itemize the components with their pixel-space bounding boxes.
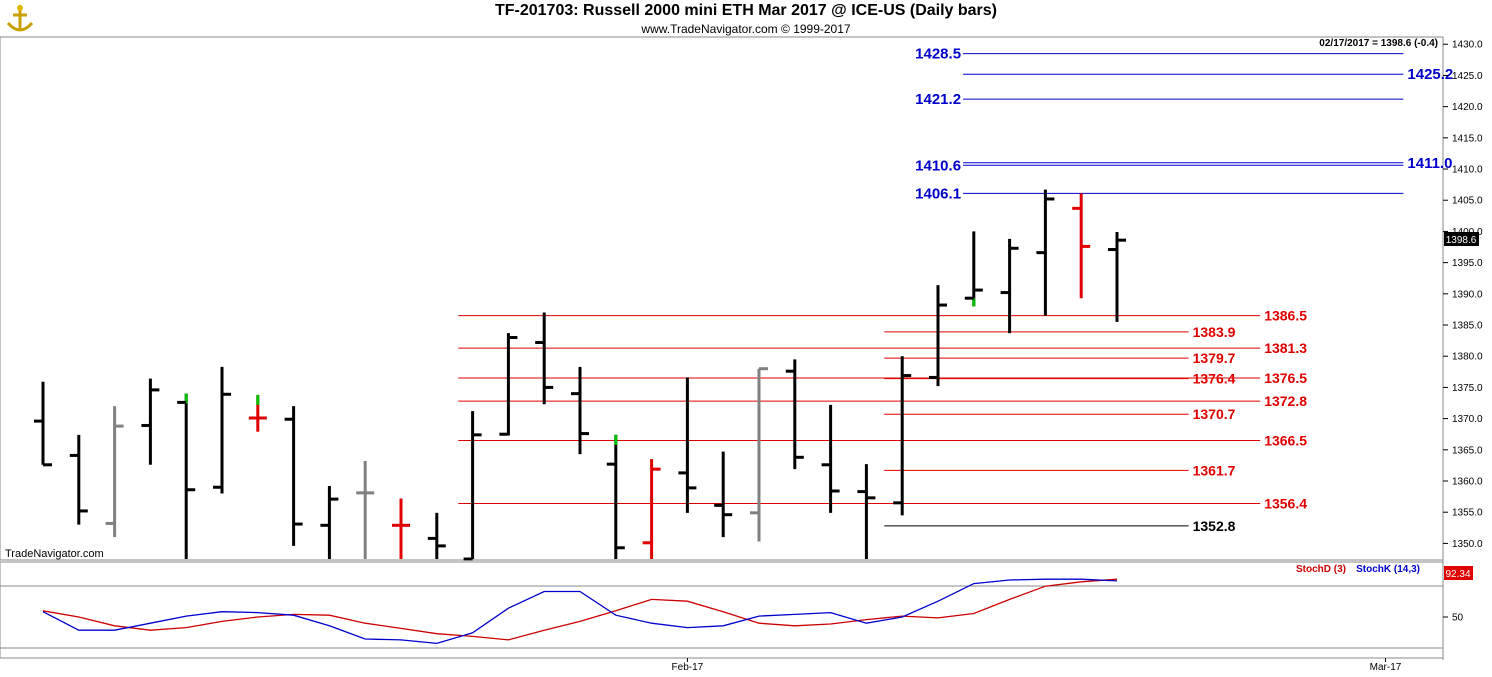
price-tick-label: 1415.0 [1452, 133, 1483, 144]
stoch-panel [0, 561, 1444, 659]
level-label: 1372.8 [1264, 393, 1307, 409]
level-label: 1428.5 [915, 46, 961, 63]
level-label: 1411.0 [1407, 155, 1452, 172]
price-tick-label: 1405.0 [1452, 196, 1483, 207]
level-label: 1425.2 [1407, 66, 1453, 83]
stoch-value-badge-text: 92.34 [1445, 569, 1470, 580]
date-tick-label: Feb-17 [672, 662, 704, 673]
chart-title: TF-201703: Russell 2000 mini ETH Mar 201… [494, 2, 997, 19]
tradenavigator-logo-icon [4, 3, 36, 35]
price-tick-label: 1370.0 [1452, 414, 1483, 425]
stochastic-lines [42, 578, 1118, 645]
level-label: 1352.8 [1193, 518, 1236, 534]
price-tick-label: 1390.0 [1452, 289, 1483, 300]
price-axis: 1350.0 1355.0 1360.0 1365.0 1370.0 1375.0 1380… [1443, 40, 1483, 624]
stochk-line [42, 578, 1118, 645]
price-tick-label: 1395.0 [1452, 258, 1483, 269]
price-tick-label: 1430.0 [1452, 40, 1483, 51]
level-label: 1356.4 [1264, 495, 1307, 511]
level-label: 1370.7 [1193, 406, 1236, 422]
level-label: 1379.7 [1193, 350, 1236, 366]
level-label: 1383.9 [1193, 324, 1236, 340]
price-tick-label: 1380.0 [1452, 352, 1483, 363]
level-label: 1406.1 [915, 185, 961, 202]
price-panel [0, 36, 1444, 561]
last-price-badge-text: 1398.6 [1446, 235, 1477, 246]
level-label: 1361.7 [1193, 462, 1236, 478]
level-label: 1376.5 [1264, 370, 1307, 386]
price-tick-label: 1355.0 [1452, 508, 1483, 519]
price-tick-label: 1385.0 [1452, 321, 1483, 332]
stochk-legend: StochK (14,3) [1356, 564, 1420, 575]
date-axis: Feb-17 Mar-17 [672, 658, 1402, 673]
stoch-value-badge [1444, 566, 1473, 580]
chart-subtitle: www.TradeNavigator.com © 1999-2017 [641, 22, 851, 36]
level-label: 1421.2 [915, 91, 961, 108]
level-label: 1376.4 [1193, 371, 1236, 387]
price-tick-label: 1365.0 [1452, 445, 1483, 456]
last-quote-text: 02/17/2017 = 1398.6 (-0.4) [1319, 38, 1438, 49]
price-tick-label: 1360.0 [1452, 477, 1483, 488]
price-tick-label: 1410.0 [1452, 165, 1483, 176]
last-price-badge [1444, 232, 1479, 246]
level-label: 1366.5 [1264, 432, 1307, 448]
price-tick-label: 1350.0 [1452, 539, 1483, 550]
level-label: 1381.3 [1264, 340, 1307, 356]
level-label: 1386.5 [1264, 308, 1307, 324]
price-tick-label: 1375.0 [1452, 383, 1483, 394]
level-label: 1410.6 [915, 157, 961, 174]
price-tick-label: 1425.0 [1452, 71, 1483, 82]
stoch-tick-label: 50 [1452, 613, 1464, 624]
watermark-text: TradeNavigator.com [5, 548, 104, 560]
price-tick-label: 1420.0 [1452, 102, 1483, 113]
stochd-legend: StochD (3) [1296, 564, 1346, 575]
stochd-line [42, 578, 1118, 641]
ohlc-bars [34, 189, 1126, 561]
date-tick-label: Mar-17 [1370, 662, 1402, 673]
